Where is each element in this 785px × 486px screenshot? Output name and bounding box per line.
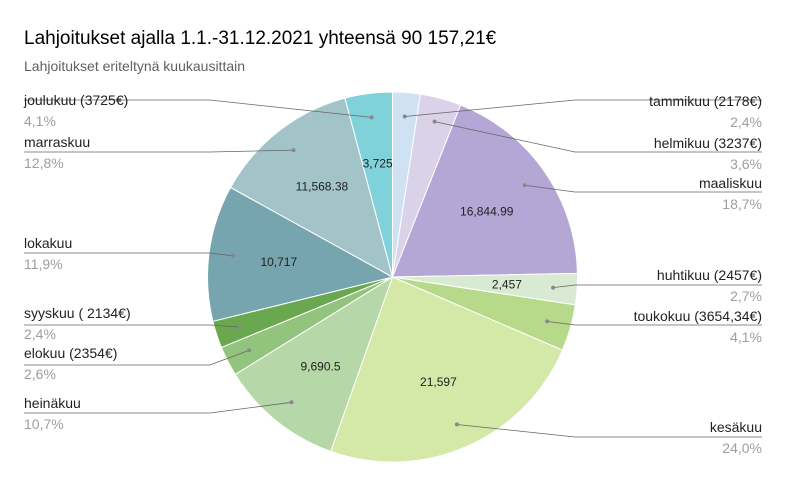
pie-slice	[330, 276, 564, 463]
slice-value-label: 10,717	[260, 255, 297, 269]
slice-value-label: 11,568.38	[296, 180, 349, 194]
leader-dot	[289, 400, 294, 405]
pie-slice	[344, 91, 393, 278]
slice-name-label: helmikuu (3237€)	[654, 135, 762, 151]
slice-name-label: syyskuu ( 2134€)	[24, 305, 131, 321]
slice-value-label: 21,597	[420, 375, 457, 389]
slice-name-label: lokakuu	[24, 235, 72, 251]
chart-subtitle: Lahjoitukset eriteltynä kuukausittain	[24, 58, 245, 74]
leader-dot	[237, 325, 242, 330]
slice-percent-label: 2,6%	[24, 366, 56, 382]
chart-title: Lahjoitukset ajalla 1.1.-31.12.2021 yhte…	[24, 28, 497, 49]
leader-line	[553, 284, 762, 289]
leader-line	[24, 401, 292, 414]
leader-dot	[247, 348, 252, 353]
slice-percent-label: 3,6%	[730, 156, 762, 172]
slice-percent-label: 18,7%	[722, 196, 762, 212]
leader-dot	[369, 115, 374, 120]
slice-name-label: maaliskuu	[699, 175, 762, 191]
slice-percent-label: 12,8%	[24, 155, 64, 171]
leader-line	[524, 184, 762, 193]
slice-labels: tammikuu (2178€) 2,4% helmikuu (3237€) 3,6%…	[23, 92, 762, 456]
leader-line	[24, 149, 294, 153]
slice-percent-label: 4,1%	[730, 329, 762, 345]
leader-line	[434, 121, 762, 153]
slice-value-label: 3,725	[363, 156, 393, 170]
slice-percent-label: 4,1%	[24, 113, 56, 129]
pie-slice	[391, 104, 578, 278]
slice-name-label: huhtikuu (2457€)	[657, 267, 762, 283]
leader-dot	[432, 119, 437, 124]
slice-value-label: 9,690.5	[300, 359, 340, 373]
slice-name-label: marraskuu	[24, 134, 90, 150]
leader-dot	[545, 319, 550, 324]
leader-line	[456, 424, 762, 438]
leader-dot	[522, 183, 527, 188]
leader-dot	[402, 114, 407, 119]
pie-slice	[234, 275, 394, 453]
leader-line	[24, 324, 240, 328]
leader-dot	[454, 422, 459, 427]
slice-percent-label: 11,9%	[24, 256, 63, 272]
slice-percent-label: 2,4%	[24, 326, 56, 342]
pie-slices	[207, 91, 578, 463]
leader-dot	[551, 285, 556, 290]
leader-dot	[291, 148, 296, 153]
slice-percent-label: 10,7%	[24, 416, 64, 432]
slice-name-label: joulukuu (3725€)	[23, 92, 128, 108]
slice-name-label: tammikuu (2178€)	[649, 93, 762, 109]
leader-line	[24, 349, 250, 366]
slice-value-label: 16,844.99	[460, 205, 514, 219]
leader-line	[24, 99, 372, 118]
leader-dot	[230, 253, 235, 258]
leader-lines	[24, 99, 762, 438]
pie-slice	[229, 97, 394, 279]
slice-value-label: 2,457	[492, 278, 522, 292]
slice-name-label: heinäkuu	[24, 395, 81, 411]
slice-name-label: toukokuu (3654,34€)	[634, 308, 762, 324]
slice-percent-label: 2,7%	[730, 288, 762, 304]
leader-line	[24, 252, 233, 257]
slice-name-label: elokuu (2354€)	[24, 345, 117, 361]
slice-name-label: kesäkuu	[710, 419, 762, 435]
slice-percent-label: 2,4%	[730, 114, 762, 130]
leader-line	[547, 320, 762, 326]
leader-line	[404, 99, 762, 117]
slice-percent-label: 24,0%	[722, 440, 762, 456]
